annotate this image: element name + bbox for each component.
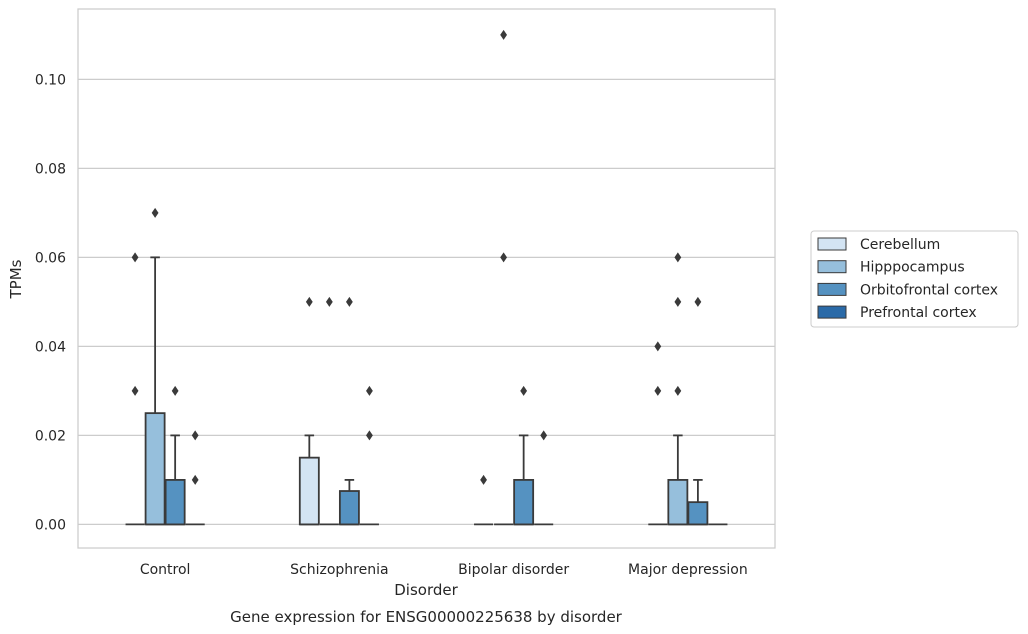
legend-swatch	[817, 260, 847, 274]
x-tick-label: Major depression	[628, 562, 748, 578]
outlier-marker	[694, 296, 702, 307]
outlier-marker	[131, 252, 139, 263]
outlier-marker	[366, 385, 373, 396]
legend-swatch	[817, 282, 847, 296]
box-cerebellum	[125, 252, 145, 526]
box-hipppocampus	[494, 29, 514, 526]
legend-label: Orbitofrontal cortex	[860, 282, 998, 298]
box-prefrontal-cortex	[185, 430, 205, 526]
box-cerebellum	[474, 474, 494, 526]
x-axis-label: Disorder	[394, 581, 458, 599]
outlier-marker	[500, 252, 508, 263]
outlier-marker	[674, 296, 682, 307]
outlier-marker	[520, 385, 528, 396]
outlier-marker	[325, 296, 333, 307]
y-axis-label: TPMs	[7, 259, 25, 299]
y-tick-label: 0.00	[35, 517, 66, 533]
box-body	[687, 501, 709, 526]
y-tick-label: 0.06	[35, 250, 66, 266]
legend-swatch	[817, 305, 847, 319]
y-tick-label: 0.08	[35, 161, 66, 177]
plot-frame	[77, 8, 776, 549]
outlier-marker	[191, 430, 199, 441]
box-body	[298, 456, 320, 526]
box-body	[513, 479, 535, 526]
box-body	[144, 412, 166, 526]
legend-label: Prefrontal cortex	[860, 305, 977, 321]
outlier-marker	[674, 252, 682, 263]
outlier-marker	[674, 385, 682, 396]
y-tick-label: 0.04	[35, 339, 66, 355]
gridlines	[78, 78, 775, 526]
box-body	[667, 479, 689, 526]
outlier-marker	[654, 385, 662, 396]
outlier-marker	[654, 341, 662, 352]
box-body	[164, 479, 186, 526]
x-tick-label: Control	[140, 562, 191, 578]
box-series	[125, 29, 728, 526]
box-prefrontal-cortex	[359, 385, 379, 526]
outlier-marker	[151, 207, 159, 218]
legend-swatch	[817, 237, 847, 251]
chart-caption: Gene expression for ENSG00000225638 by d…	[230, 608, 623, 626]
outlier-marker	[540, 430, 548, 441]
outlier-marker	[500, 29, 508, 40]
box-orbitofrontal-cortex	[687, 296, 709, 526]
y-tick-label: 0.10	[35, 72, 66, 88]
outlier-marker	[191, 474, 199, 485]
outlier-marker	[305, 296, 313, 307]
box-orbitofrontal-cortex	[338, 296, 360, 526]
x-tick-label: Schizophrenia	[290, 562, 388, 578]
outlier-marker	[366, 430, 373, 441]
y-tick-labels: 0.00 0.02 0.04 0.06 0.08 0.10	[35, 72, 66, 533]
y-tick-label: 0.02	[35, 428, 66, 444]
outlier-marker	[345, 296, 353, 307]
x-tick-label: Bipolar disorder	[458, 562, 569, 578]
outlier-marker	[131, 385, 139, 396]
box-hipppocampus	[319, 296, 339, 526]
legend: Cerebellum Hipppocampus Orbitofrontal cort…	[810, 230, 1019, 328]
x-tick-labels: Control Schizophrenia Bipolar disorder Majo…	[140, 562, 748, 578]
outlier-marker	[171, 385, 179, 396]
box-cerebellum	[648, 341, 668, 526]
box-prefrontal-cortex	[534, 430, 554, 526]
legend-frame	[810, 230, 1019, 328]
outlier-marker	[480, 474, 487, 485]
box-cerebellum	[298, 296, 320, 526]
legend-label: Cerebellum	[860, 237, 940, 253]
box-hipppocampus	[667, 252, 689, 526]
legend-label: Hipppocampus	[860, 260, 965, 276]
box-hipppocampus	[144, 207, 166, 526]
box-orbitofrontal-cortex	[164, 385, 186, 526]
box-orbitofrontal-cortex	[513, 385, 535, 526]
box-body	[338, 490, 360, 526]
